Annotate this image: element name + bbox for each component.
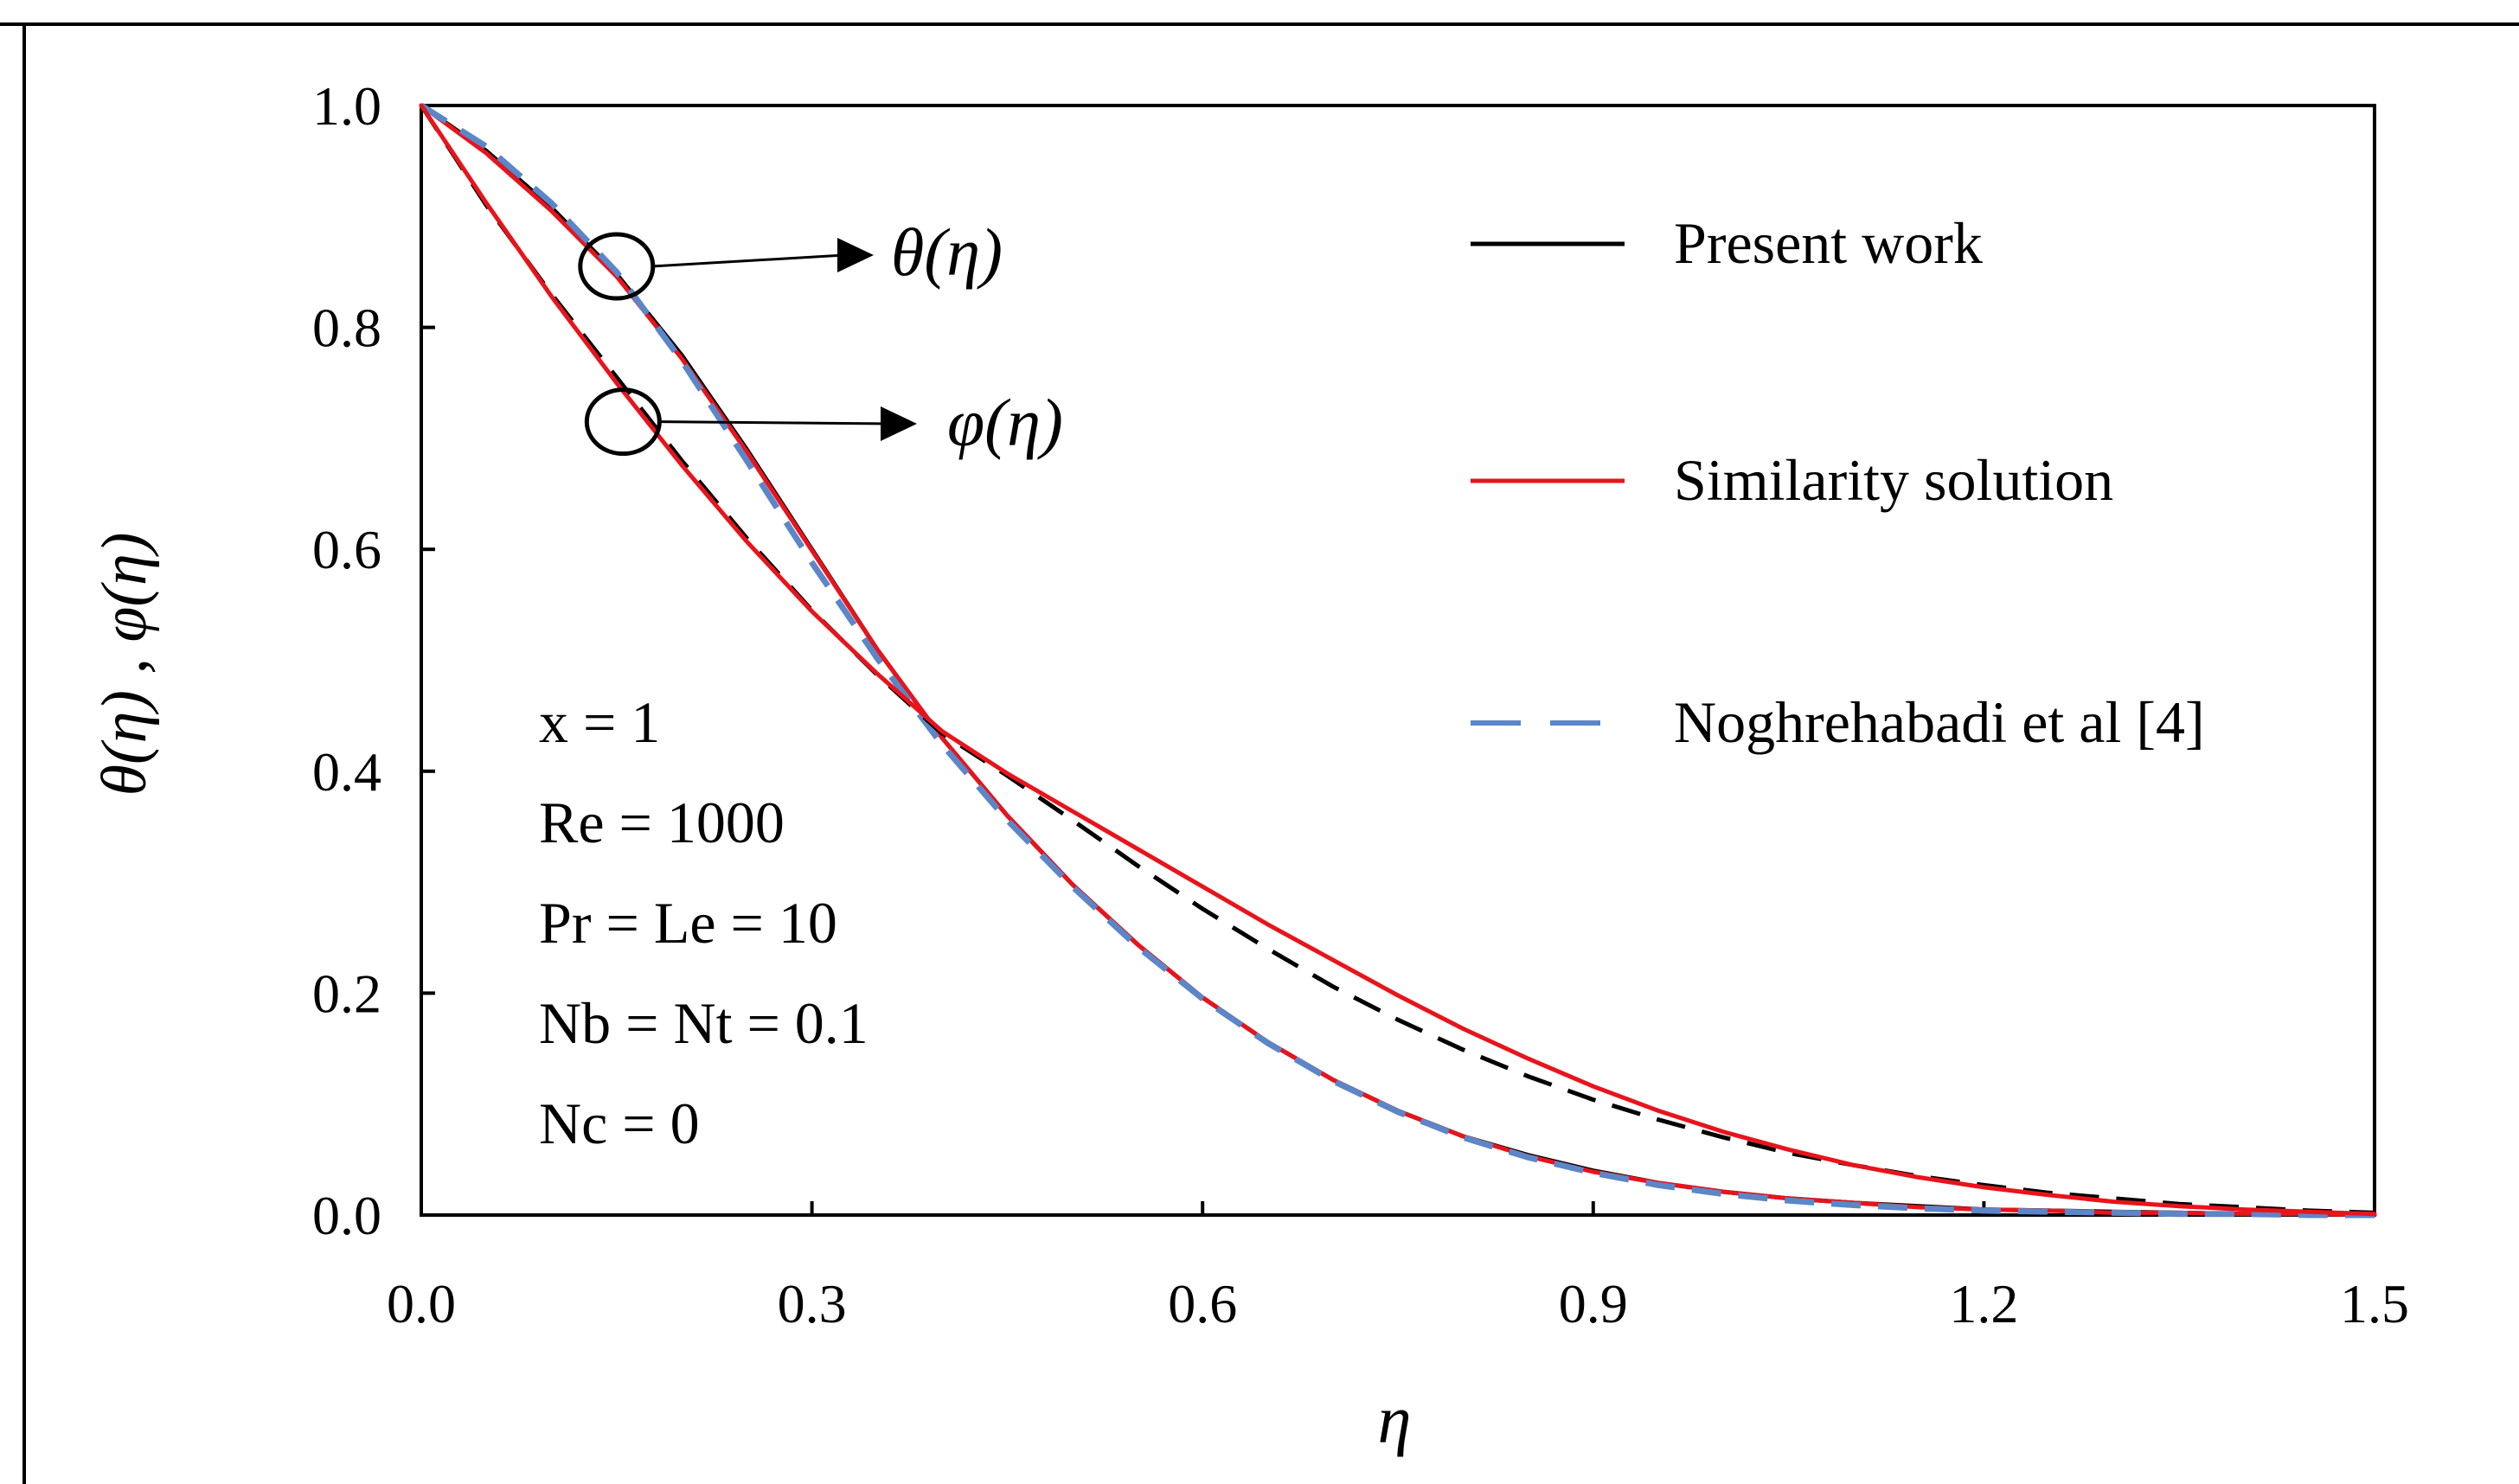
parameter-line: Pr = Le = 10	[539, 890, 837, 956]
parameter-line: Nb = Nt = 0.1	[539, 990, 869, 1056]
y-tick-label: 0.0	[312, 1185, 381, 1246]
y-tick-label: 0.6	[312, 519, 381, 580]
x-tick-label: 0.0	[387, 1273, 456, 1334]
legend-label: Present work	[1674, 210, 1983, 276]
legend: Present work Similarity solution Noghrehab…	[1471, 210, 2205, 755]
y-tick-label: 0.4	[312, 741, 381, 803]
annotation-arrow-head	[881, 406, 917, 441]
annotation-label: θ(η)	[891, 214, 1003, 290]
plot-area-border	[420, 104, 2376, 1217]
annotation-arrow-line	[651, 253, 845, 268]
annotation-arrow-line	[657, 420, 888, 425]
parameter-line: Re = 1000	[539, 790, 785, 855]
y-tick-label: 0.2	[312, 963, 381, 1024]
parameter-line: Nc = 0	[539, 1091, 700, 1156]
legend-label: Noghrehabadi et al [4]	[1674, 689, 2205, 755]
annotation-arrow-head	[837, 238, 874, 272]
y-tick-label: 1.0	[312, 75, 381, 137]
parameter-text: x = 1 Re = 1000 Pr = Le = 10 Nb = Nt = 0.1 N…	[539, 689, 869, 1156]
annotation-circle	[578, 232, 656, 301]
legend-label: Similarity solution	[1674, 447, 2113, 513]
x-axis-label: η	[1378, 1382, 1412, 1457]
series-line-3	[420, 103, 2375, 1219]
axes: 0.0 0.3 0.6 0.9 1.2 1.5 0.0 0.2 0.4 0.6 0.8 1.0	[312, 75, 2409, 1334]
x-tick-label: 1.2	[1949, 1273, 2018, 1334]
x-tick-label: 0.6	[1168, 1273, 1237, 1334]
series-line-5	[419, 103, 2377, 1217]
series-layer	[419, 103, 2377, 1219]
annotation-label: φ(η)	[947, 385, 1063, 460]
x-tick-label: 0.9	[1559, 1273, 1628, 1334]
x-tick-label: 1.5	[2340, 1273, 2409, 1334]
parameter-line: x = 1	[539, 689, 660, 755]
x-tick-label: 0.3	[778, 1273, 847, 1334]
y-axis-label: θ(η) , φ(η)	[89, 533, 160, 796]
annotation-layer: θ(η) φ(η)	[578, 214, 1063, 460]
y-tick-label: 0.8	[312, 297, 381, 359]
